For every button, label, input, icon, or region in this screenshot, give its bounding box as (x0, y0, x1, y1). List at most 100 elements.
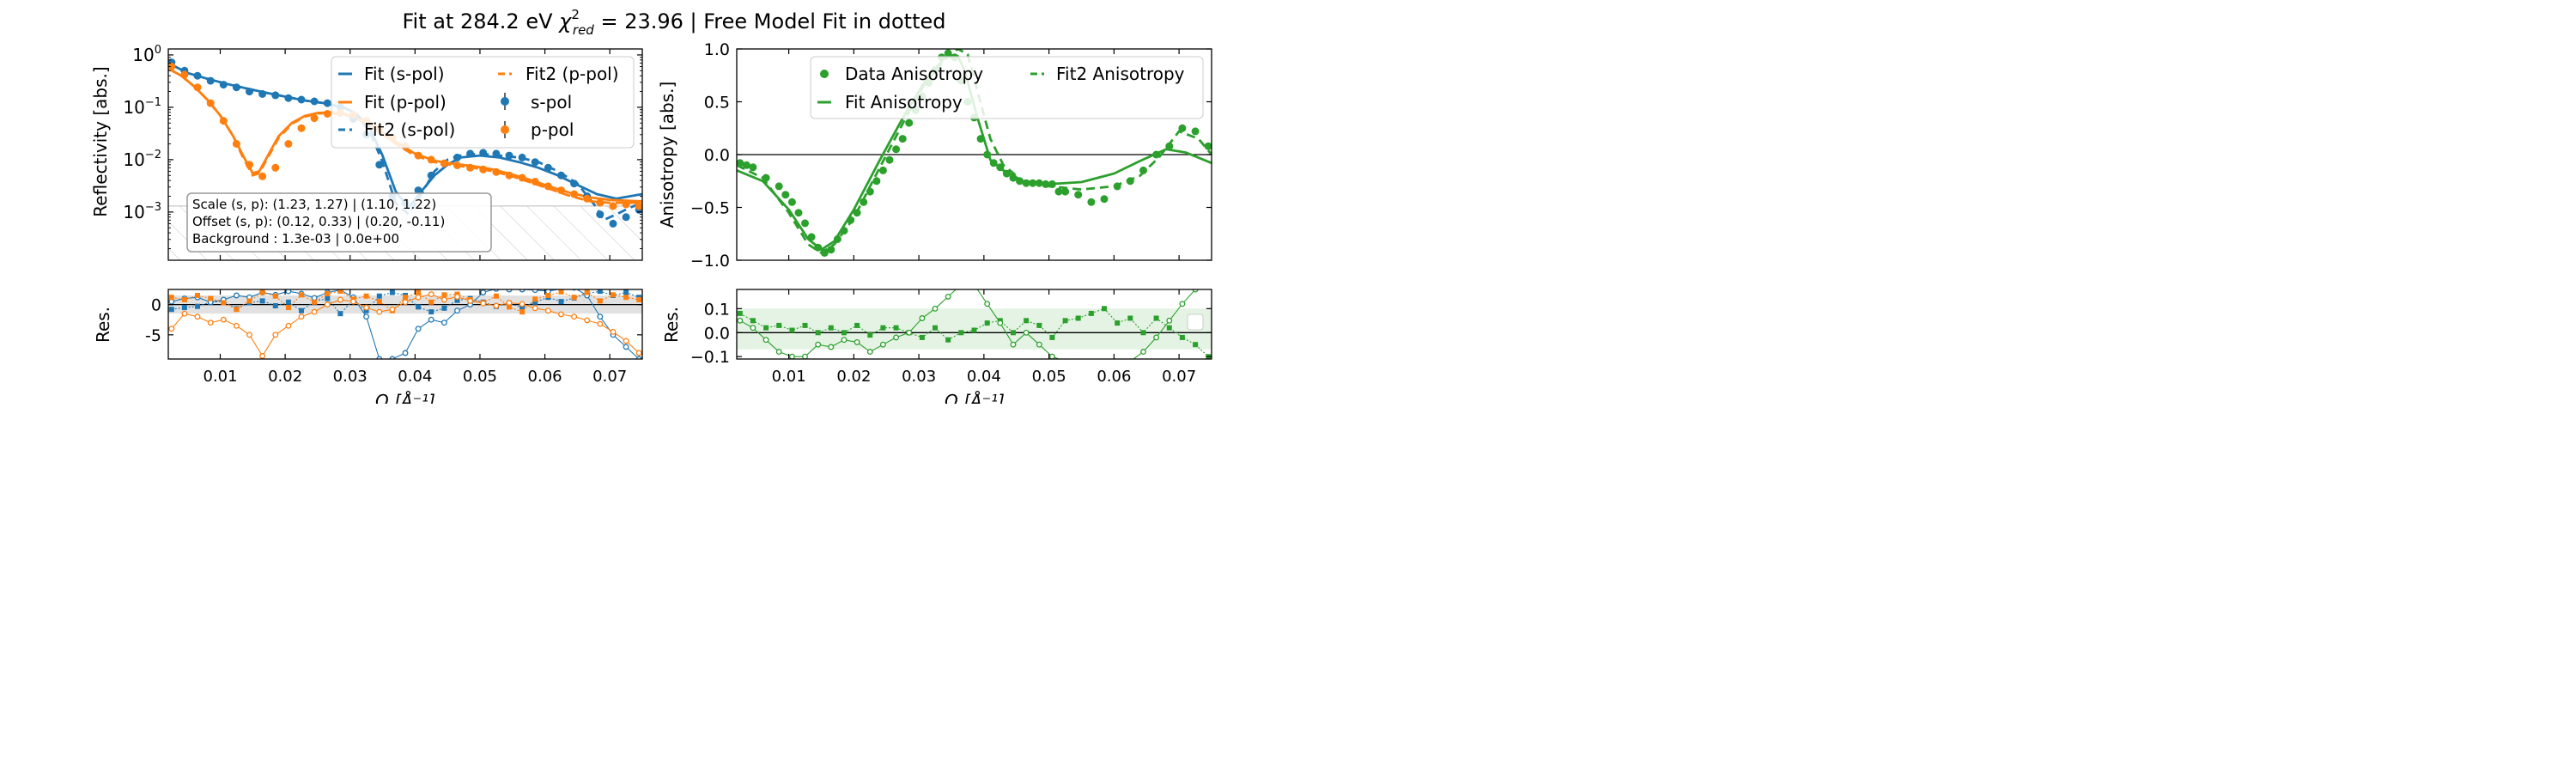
s-residual-fit2-marker (597, 313, 604, 320)
s-pol-point (232, 83, 240, 92)
x-tick-label: 0.05 (463, 368, 497, 386)
p-residual-fit2-marker (311, 308, 318, 315)
aniso-residual-fit-marker (1062, 318, 1068, 324)
offset-text: Offset (s, p): (0.12, 0.33) | (0.20, -0.… (192, 214, 445, 229)
s-pol-point (297, 95, 306, 104)
s-pol-point (206, 76, 215, 85)
p-residual-fit-marker (234, 307, 240, 313)
p-pol-point (258, 172, 267, 180)
data-anisotropy-point (866, 187, 874, 196)
anisotropy-ylabel: Anisotropy [abs.] (657, 82, 677, 228)
s-residual-fit2-marker (389, 356, 396, 359)
p-residual-fit-marker (584, 289, 590, 295)
p-residual-fit-marker (195, 293, 200, 298)
p-residual-fit-marker (363, 293, 369, 299)
s-pol-point (531, 158, 539, 167)
x-tick-label: 0.07 (592, 368, 627, 386)
p-residual-fit2-marker (493, 302, 500, 309)
p-pol-point (427, 155, 435, 164)
data-anisotropy-point (775, 182, 783, 191)
s-residual-fit-marker (597, 289, 603, 295)
legend-label-data: Data Anisotropy (845, 64, 983, 84)
aniso-residual-fit2-marker (1153, 334, 1160, 341)
p-residual-fit2-marker (168, 326, 175, 332)
aniso-residual-fit2-marker (1023, 329, 1030, 336)
legend-label-fit2-s: Fit2 (s-pol) (364, 119, 455, 140)
aniso-residual-fit2-marker (1063, 358, 1067, 359)
aniso-residual-fit2-marker (802, 353, 808, 359)
aniso-residual-fit2-marker (1179, 301, 1186, 307)
p-residual-fit-marker (272, 293, 278, 299)
s-pol-point (492, 149, 501, 158)
aniso-residual-fit-marker (1088, 310, 1094, 316)
p-residual-fit2-marker (207, 320, 214, 326)
y-tick-label: -5 (145, 326, 161, 345)
s-pol-point (479, 149, 488, 157)
data-anisotropy-point (1061, 187, 1070, 196)
p-residual-fit-marker (519, 309, 526, 315)
data-anisotropy-point (1074, 191, 1083, 199)
p-residual-fit-marker (221, 300, 227, 306)
s-residual-fit-marker (389, 289, 395, 295)
aniso-residual-fit2-marker (737, 317, 744, 324)
data-anisotropy-point (996, 163, 1005, 172)
aniso-residual-fit-marker (737, 310, 743, 316)
x-tick-label: 0.02 (268, 368, 302, 386)
aniso-residual-fit-marker (1049, 334, 1055, 340)
anisotropy-residual-panel: 0.01 0.02 0.03 0.04 0.05 0.06 0.07 0.1 0.0 −0.1 R… (661, 289, 1212, 411)
y-tick-label: 1.0 (704, 40, 730, 59)
x-tick-label: 0.03 (333, 368, 368, 386)
y-tick-label: 10−3 (123, 201, 161, 222)
anisotropy-legend: Data Anisotropy Fit Anisotropy Fit2 Anis… (810, 56, 1204, 119)
data-anisotropy-point (742, 161, 750, 169)
y-tick-label: 10−1 (123, 96, 161, 118)
aniso-residual-fit-marker (841, 330, 847, 336)
title-chi: χ (557, 9, 572, 33)
data-anisotropy-point (872, 177, 881, 186)
data-anisotropy-point (1178, 124, 1187, 132)
aniso-residual-fit2-marker (854, 338, 860, 345)
aniso-residual-fit2-marker (1166, 317, 1173, 324)
aniso-residual-fit-marker (789, 327, 795, 333)
s-pol-point (505, 151, 513, 160)
p-pol-point (557, 186, 565, 195)
aniso-residual-fit-marker (1036, 322, 1042, 328)
p-residual-fit2-marker (635, 350, 642, 356)
p-residual-fit2-marker (454, 294, 460, 300)
s-pol-point (310, 97, 319, 106)
title-superscript: 2 (571, 7, 580, 22)
s-pol-point (246, 88, 253, 96)
aniso-residual-fit-marker (933, 325, 938, 331)
x-tick-label: 0.04 (398, 368, 432, 386)
aniso-residual-fit2-marker (997, 320, 1004, 326)
s-residual-fit-marker (337, 311, 343, 317)
reflectivity-residual-ylabel: Res. (93, 307, 113, 343)
p-pol-point (622, 200, 630, 209)
s-residual-fit-marker (299, 307, 304, 313)
s-residual-fit-marker (376, 293, 382, 299)
reflectivity-legend: Fit (s-pol) Fit (p-pol) Fit2 (s-pol) Fit… (331, 56, 635, 149)
p-pol-point (440, 159, 448, 167)
p-residual-fit2-marker (610, 328, 617, 335)
data-anisotropy-point (801, 219, 809, 228)
p-pol-point (453, 161, 461, 169)
s-residual-fit-marker (532, 299, 538, 305)
y-tick-label: −1.0 (690, 252, 730, 271)
data-anisotropy-point (885, 155, 894, 164)
p-residual-fit2-marker (440, 296, 447, 303)
p-residual-fit2-marker (272, 332, 279, 338)
p-pol-point (414, 151, 422, 160)
p-residual-fit-marker (246, 298, 252, 304)
p-pol-point (271, 163, 280, 172)
p-residual-fit2-marker (584, 317, 591, 324)
aniso-residual-fit2-marker (1140, 349, 1146, 356)
reflectivity-panel: 100 10−1 10−2 10−3 Reflectivity [abs.] Fit … (90, 44, 643, 261)
s-pol-point (193, 71, 202, 80)
aniso-residual-fit-marker (1102, 306, 1107, 312)
s-residual-fit2-marker (493, 289, 500, 292)
aniso-residual-fit2-marker (1048, 353, 1055, 359)
p-pol-point (466, 163, 475, 172)
y-tick-label: 0.1 (704, 300, 730, 319)
s-residual-fit2-marker (623, 344, 629, 350)
y-tick-label: 0.0 (704, 324, 730, 343)
